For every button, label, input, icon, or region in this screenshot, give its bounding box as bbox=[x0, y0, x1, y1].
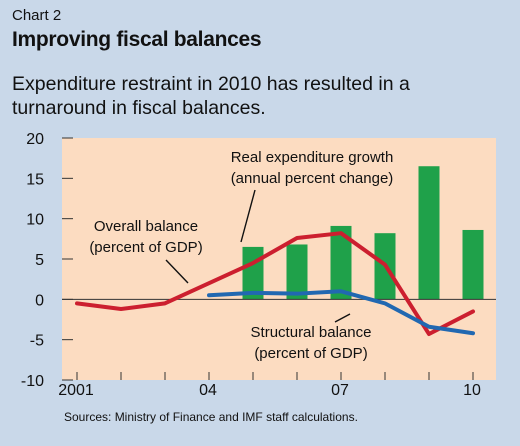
y-tick-label: 10 bbox=[26, 212, 44, 229]
x-tick-label: 04 bbox=[199, 382, 217, 399]
chart-number: Chart 2 bbox=[12, 7, 62, 24]
structural-balance-leader bbox=[334, 313, 351, 323]
overall-balance-label: Overall balance bbox=[94, 218, 198, 235]
structural-balance-sublabel: (percent of GDP) bbox=[254, 345, 367, 362]
y-tick-label: 5 bbox=[35, 252, 44, 269]
real-expenditure-growth-leader bbox=[240, 189, 256, 243]
chart-title: Improving fiscal balances bbox=[12, 28, 262, 51]
y-tick-label: -10 bbox=[21, 373, 44, 390]
real-expenditure-growth-label: Real expenditure growth bbox=[231, 149, 394, 166]
y-tick-label: 15 bbox=[26, 171, 44, 188]
overall-balance-leader bbox=[165, 259, 189, 284]
structural-balance-label: Structural balance bbox=[251, 324, 372, 341]
annotations-group: Real expenditure growth (annual percent c… bbox=[89, 149, 393, 362]
chart-subtitle: Expenditure restraint in 2010 has result… bbox=[12, 73, 410, 119]
source-note: Sources: Ministry of Finance and IMF sta… bbox=[64, 410, 358, 424]
real-expenditure-growth-sublabel: (annual percent change) bbox=[231, 170, 394, 187]
x-tick-label: 2001 bbox=[58, 382, 94, 399]
y-tick-label: -5 bbox=[30, 333, 44, 350]
lines-group bbox=[75, 231, 475, 337]
bar-2010 bbox=[462, 229, 484, 300]
bar-2009 bbox=[418, 166, 440, 300]
bars-group bbox=[242, 166, 484, 300]
bar-2006 bbox=[286, 244, 308, 300]
structural-balance-line bbox=[207, 289, 475, 336]
bar-2007 bbox=[330, 225, 352, 300]
y-tick-label: 20 bbox=[26, 131, 44, 148]
overall-balance-line bbox=[75, 231, 475, 337]
overall-balance-sublabel: (percent of GDP) bbox=[89, 239, 202, 256]
x-axis: 2001 04 07 10 bbox=[58, 372, 481, 399]
x-tick-label: 10 bbox=[463, 382, 481, 399]
y-axis: -10 -5 0 5 10 15 20 bbox=[21, 131, 73, 390]
x-tick-label: 07 bbox=[331, 382, 349, 399]
y-tick-label: 0 bbox=[35, 292, 44, 309]
